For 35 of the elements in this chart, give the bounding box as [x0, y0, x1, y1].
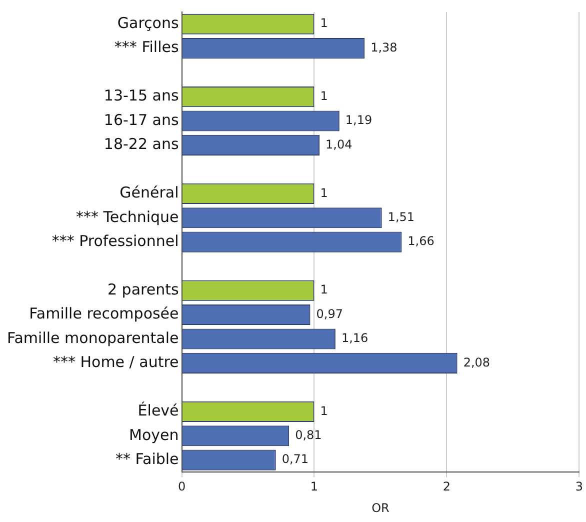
data-label: 1 [320, 186, 328, 200]
y-tick-label: Garçons [117, 14, 179, 32]
y-tick-label: *** Professionnel [52, 232, 179, 250]
data-label: 1,16 [341, 331, 368, 346]
y-tick-label: 16-17 ans [104, 110, 179, 129]
data-label: 1,04 [326, 137, 352, 152]
y-tick-label: 13-15 ans [104, 86, 179, 105]
y-tick-label: ** Faible [115, 450, 179, 468]
data-label: 1 [320, 404, 328, 418]
data-label: 1 [320, 88, 328, 103]
data-label: 1,38 [370, 40, 398, 54]
y-tick-label: Élevé [138, 402, 179, 420]
data-label: 0,71 [282, 452, 309, 466]
y-tick-label: *** Filles [114, 38, 179, 56]
y-tick-label: Famille monoparentale [6, 328, 179, 347]
y-tick-label: Moyen [129, 426, 179, 444]
y-tick-label: Général [120, 184, 179, 202]
data-label: 1,19 [345, 113, 372, 128]
x-tick-label: 3 [575, 480, 584, 494]
y-tick-label: *** Technique [76, 208, 179, 226]
x-tick-label: 0 [178, 480, 186, 494]
y-tick-label: 2 parents [107, 280, 179, 298]
x-tick-label: 2 [442, 480, 451, 494]
data-label: 1,51 [388, 210, 415, 224]
x-axis-title: OR [372, 500, 390, 515]
y-tick-label: Famille recomposée [29, 304, 179, 323]
data-label: 0,81 [295, 428, 322, 442]
data-label: 1 [320, 16, 328, 30]
data-label: 0,97 [316, 306, 343, 321]
y-tick-label: 18-22 ans [104, 135, 179, 154]
data-label: 1 [320, 282, 328, 297]
data-label: 2,08 [463, 355, 490, 370]
data-label: 1,66 [408, 234, 434, 248]
y-tick-label: *** Home / autre [52, 353, 179, 372]
x-tick-label: 1 [310, 480, 318, 494]
